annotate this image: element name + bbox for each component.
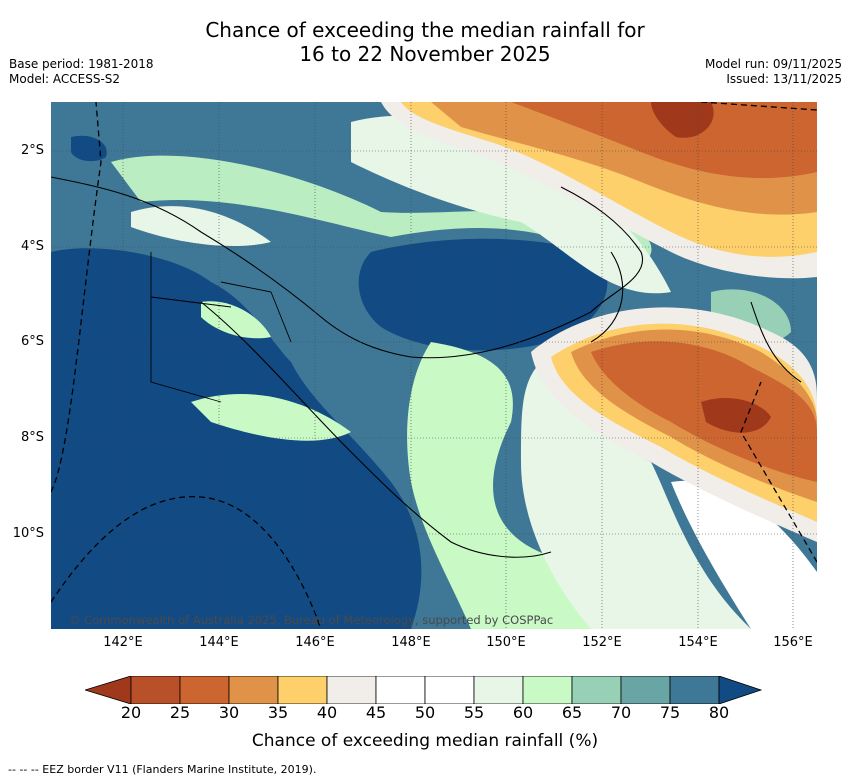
colorbar-cell (277, 676, 328, 704)
zone-50 (671, 480, 817, 629)
colorbar-tick: 50 (414, 703, 436, 722)
zone-60 (521, 362, 751, 629)
colorbar-tick: 60 (512, 703, 534, 722)
eez-note: -- -- -- EEZ border V11 (Flanders Marine… (8, 763, 317, 776)
border-line (150, 252, 292, 403)
colorbar-tick: 30 (218, 703, 240, 722)
colorbar-tick: 55 (463, 703, 485, 722)
colorbar-tick: 25 (169, 703, 191, 722)
zone-50 (351, 115, 671, 294)
zone-80 (71, 135, 107, 162)
colorbar-tick: 75 (659, 703, 681, 722)
colorbar-cell (179, 676, 230, 704)
coastline (51, 176, 802, 558)
graticule (51, 102, 817, 629)
colorbar-cell (620, 676, 671, 704)
lon-label: 156°E (773, 635, 813, 650)
zone-80 (51, 248, 422, 629)
lon-label: 146°E (295, 635, 335, 650)
zone-65 (111, 155, 652, 268)
zone-60 (201, 301, 271, 339)
map-canvas (51, 102, 817, 629)
issued-date: Issued: 13/11/2025 (726, 72, 842, 86)
lat-label: 10°S (12, 526, 44, 541)
lon-label: 142°E (103, 635, 143, 650)
meta-right: Model run: 09/11/2025 Issued: 13/11/2025 (705, 57, 842, 87)
colorbar (85, 676, 763, 704)
colorbar-tick: 20 (120, 703, 142, 722)
colorbar-cell (375, 676, 426, 704)
colorbar-cell (130, 676, 181, 704)
lat-label: 4°S (20, 239, 44, 254)
colorbar-cell (669, 676, 720, 704)
colorbar-cell (228, 676, 279, 704)
zone-65 (191, 393, 351, 441)
chart-title: Chance of exceeding the median rainfall … (0, 18, 850, 66)
colorbar-tick: 70 (610, 703, 632, 722)
lon-label: 150°E (486, 635, 526, 650)
colorbar-extend-high (718, 676, 763, 704)
lon-label: 154°E (678, 635, 718, 650)
meta-left: Base period: 1981-2018 Model: ACCESS-S2 (9, 57, 154, 87)
lat-label: 6°S (20, 334, 44, 349)
model-run: Model run: 09/11/2025 (704, 57, 842, 71)
colorbar-title: Chance of exceeding median rainfall (%) (251, 731, 599, 751)
zone-80 (358, 238, 608, 351)
lon-label: 152°E (582, 635, 622, 650)
zone-25 (511, 102, 817, 179)
colorbar-tick: 65 (561, 703, 583, 722)
colorbar-extend-low (85, 676, 132, 704)
title-line-2: 16 to 22 November 2025 (299, 42, 551, 66)
lat-label: 8°S (20, 430, 44, 445)
zone-20 (701, 397, 771, 433)
colorbar-tick: 80 (708, 703, 730, 722)
lon-label: 144°E (199, 635, 239, 650)
colorbar-cell (571, 676, 622, 704)
colorbar-cell (522, 676, 573, 704)
base-period: Base period: 1981-2018 (9, 57, 154, 71)
colorbar-tick: 45 (365, 703, 387, 722)
colorbar-cell (326, 676, 377, 704)
eez-border (51, 102, 817, 629)
model-name: Model: ACCESS-S2 (9, 72, 121, 86)
zone-20 (651, 102, 714, 138)
rainfall-map: © Commonwealth of Australia 2025, Bureau… (51, 102, 817, 629)
zone-60 (131, 206, 271, 247)
colorbar-tick: 40 (316, 703, 338, 722)
title-line-1: Chance of exceeding the median rainfall … (205, 18, 645, 42)
lat-label: 2°S (20, 143, 44, 158)
copyright-note: © Commonwealth of Australia 2025, Bureau… (69, 613, 554, 627)
colorbar-tick: 35 (267, 703, 289, 722)
colorbar-cell (424, 676, 475, 704)
zone-65 (407, 342, 605, 629)
colorbar-cell (473, 676, 524, 704)
lon-label: 148°E (391, 635, 431, 650)
